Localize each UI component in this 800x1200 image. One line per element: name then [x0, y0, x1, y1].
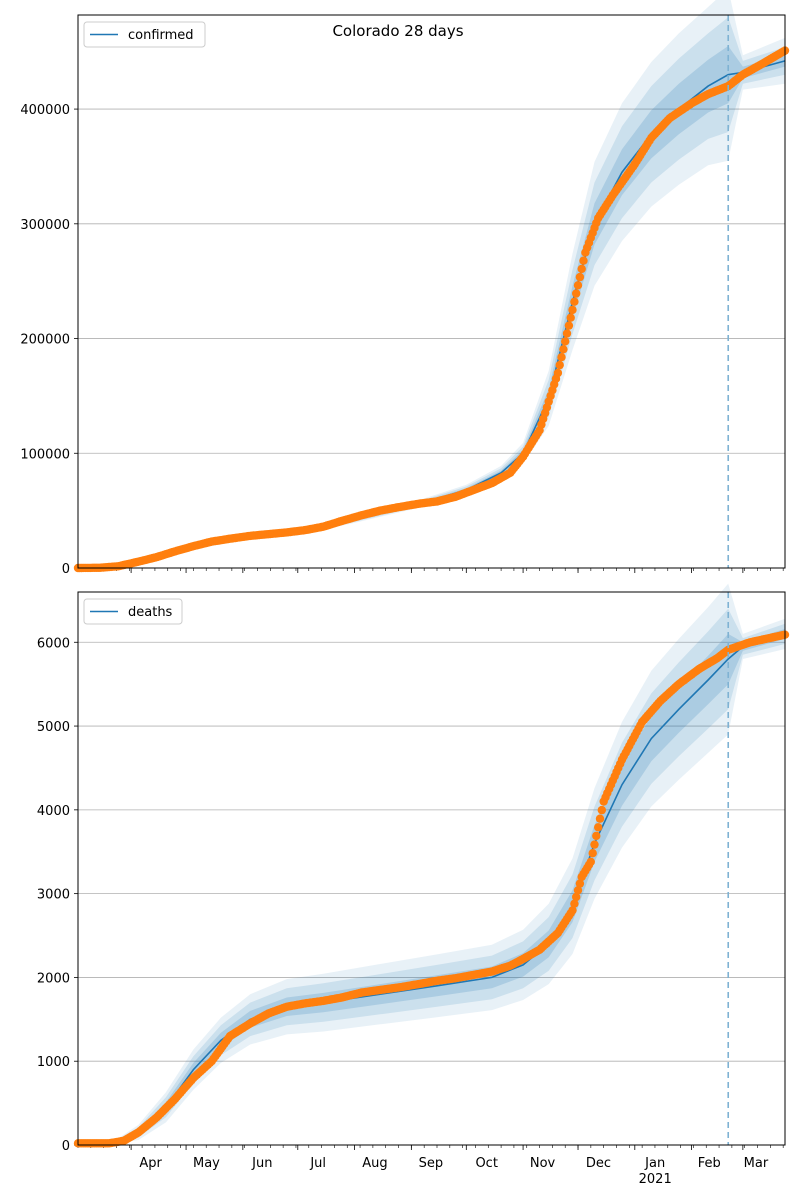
- y-tick-label: 3000: [37, 888, 70, 903]
- y-tick-label: 6000: [37, 636, 70, 651]
- observed-point: [553, 368, 563, 378]
- y-tick-label: 400000: [20, 103, 70, 118]
- x-tick-label: Mar: [744, 1156, 769, 1171]
- y-tick-label: 2000: [37, 971, 70, 986]
- observed-point: [561, 337, 570, 346]
- observed-point: [555, 360, 564, 370]
- legend-box: [83, 598, 183, 625]
- legend-label: confirmed: [128, 28, 194, 43]
- observed-point: [594, 823, 603, 832]
- legend: confirmed: [83, 21, 206, 48]
- y-tick-label: 1000: [37, 1055, 70, 1070]
- observed-point: [579, 256, 588, 265]
- uncertainty-band: [78, 628, 785, 1145]
- observed-point: [559, 345, 568, 354]
- x-tick-label: Feb: [698, 1156, 721, 1171]
- x-tick-label: Oct: [475, 1156, 497, 1171]
- x-tick-label: May: [193, 1156, 220, 1171]
- confirmed-panel: 0 100000 200000 300000 400000 confirmed: [20, 0, 790, 577]
- y-tick-label: 300000: [20, 218, 70, 233]
- observed-point: [597, 805, 606, 815]
- x-tick-label: Sep: [419, 1156, 444, 1171]
- observed-point: [564, 321, 574, 330]
- observed-point: [570, 297, 579, 306]
- observed-point: [577, 264, 586, 274]
- y-tick-label: 0: [62, 562, 70, 577]
- x-tick-label: Jan: [644, 1156, 665, 1171]
- observed-point: [572, 892, 581, 902]
- x-tick-label: Jun: [251, 1156, 272, 1171]
- chart-title: Colorado 28 days: [332, 22, 463, 40]
- observed-point: [595, 814, 605, 823]
- observed-point: [568, 906, 577, 915]
- observed-point: [568, 305, 577, 315]
- observed-point: [586, 857, 595, 866]
- legend: deaths: [83, 598, 183, 625]
- y-tick-label: 200000: [20, 333, 70, 348]
- legend-label: deaths: [128, 605, 173, 620]
- uncertainty-band: [78, 0, 785, 568]
- observed-point: [592, 831, 601, 841]
- x-tick-label: Jul: [309, 1156, 326, 1171]
- uncertainty-band: [78, 17, 785, 569]
- uncertainty-band: [78, 583, 785, 1145]
- uncertainty-band: [78, 46, 785, 568]
- observed-point: [573, 886, 583, 895]
- observed-point: [575, 272, 585, 282]
- x-tick-label: Apr: [139, 1156, 162, 1171]
- axes-frame: [77, 14, 786, 569]
- x-tick-label: Nov: [530, 1156, 556, 1171]
- y-tick-label: 100000: [20, 447, 70, 462]
- observed-point: [562, 329, 572, 338]
- y-tick-label: 5000: [37, 720, 70, 735]
- observed-point: [572, 289, 581, 298]
- observed-point: [588, 849, 597, 858]
- observed-point: [590, 840, 599, 849]
- observed-point: [557, 353, 566, 362]
- deaths-panel: 0 1000 2000 3000 4000 5000 6000 Apr May Jun Jul Aug…: [37, 583, 790, 1187]
- model-line: [77, 633, 786, 1146]
- axes-frame: [77, 591, 786, 1146]
- x-tick-label: Dec: [586, 1156, 611, 1171]
- observed-point: [566, 313, 575, 322]
- x-tick-label: Aug: [362, 1156, 387, 1171]
- y-tick-label: 4000: [37, 804, 70, 819]
- y-tick-label: 0: [62, 1139, 70, 1154]
- uncertainty-band: [78, 608, 785, 1145]
- x-year-label: 2021: [639, 1172, 672, 1187]
- observed-point: [570, 899, 579, 908]
- observed-point: [573, 281, 583, 290]
- observed-point: [575, 879, 585, 888]
- legend-box: [83, 21, 206, 48]
